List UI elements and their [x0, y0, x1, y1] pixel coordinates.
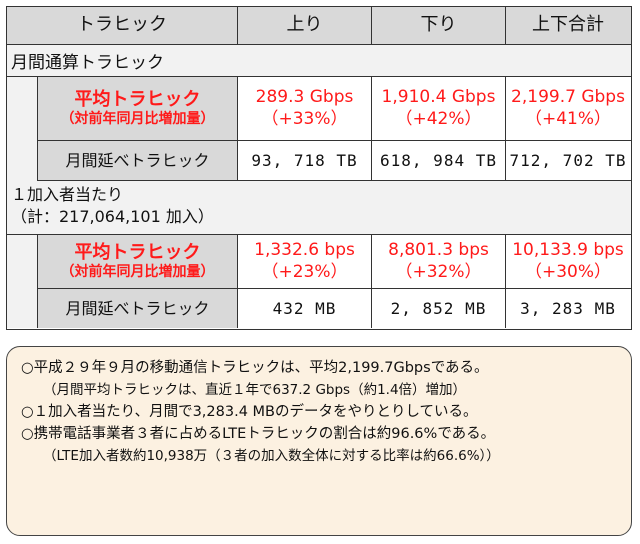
- section-monthly-title: 月間通算トラヒック: [7, 45, 631, 77]
- avg-total-growth: （+41%）: [524, 108, 612, 129]
- note-line: ○携帯電話事業者３者に占めるLTEトラヒックの割合は約96.6%である。: [21, 426, 496, 442]
- section-per-sub-title: １加入者当たり （計：217,064,101 加入）: [7, 181, 631, 235]
- avg-label-cell: 平均トラヒック （対前年同月比増加量）: [37, 77, 237, 140]
- avg-label-sub: （対前年同月比増加量）: [60, 264, 215, 280]
- avg-up-growth: （+33%）: [261, 108, 348, 129]
- volume-up: 432 MB: [237, 289, 371, 328]
- avg-up-cell: 289.3 Gbps （+33%）: [237, 77, 371, 140]
- avg-label-main: 平均トラヒック: [74, 88, 201, 110]
- avg-label-cell: 平均トラヒック （対前年同月比増加量）: [37, 235, 237, 288]
- avg-total-value: 10,133.9 bps: [512, 240, 624, 261]
- section-per-sub-line1: １加入者当たり: [11, 185, 124, 204]
- note-line: （LTE加入者数約10,938万（３者の加入数全体に対する比率は約66.6%））: [43, 448, 500, 464]
- header-down: 下り: [371, 7, 505, 44]
- avg-up-value: 289.3 Gbps: [255, 87, 354, 108]
- avg-label-main: 平均トラヒック: [74, 241, 201, 263]
- volume-label: 月間延べトラヒック: [37, 141, 237, 180]
- header-total: 上下合計: [505, 7, 630, 44]
- avg-up-value: 1,332.6 bps: [254, 240, 355, 261]
- header-up: 上り: [237, 7, 371, 44]
- avg-down-value: 8,801.3 bps: [388, 240, 489, 261]
- table-row-monthly-volume: 月間延べトラヒック 93, 718 TB 618, 984 TB 712, 70…: [7, 141, 631, 181]
- avg-down-cell: 8,801.3 bps （+32%）: [371, 235, 505, 288]
- avg-up-cell: 1,332.6 bps （+23%）: [237, 235, 371, 288]
- section-monthly-label: 月間通算トラヒック: [11, 53, 164, 73]
- avg-up-growth: （+23%）: [261, 261, 348, 282]
- avg-total-growth: （+30%）: [524, 261, 611, 282]
- table-header: トラヒック 上り 下り 上下合計: [7, 7, 631, 45]
- avg-down-cell: 1,910.4 Gbps （+42%）: [371, 77, 505, 140]
- note-line: （月間平均トラヒックは、直近１年で637.2 Gbps（約1.4倍）増加）: [43, 382, 467, 398]
- traffic-table: トラヒック 上り 下り 上下合計 月間通算トラヒック 平均トラヒック （対前年同…: [6, 6, 632, 330]
- section-per-sub-line2: （計：217,064,101 加入）: [11, 207, 214, 227]
- note-line: ○平成２９年９月の移動通信トラヒックは、平均2,199.7Gbpsである。: [21, 360, 489, 376]
- avg-total-cell: 2,199.7 Gbps （+41%）: [505, 77, 630, 140]
- volume-down: 618, 984 TB: [371, 141, 505, 180]
- avg-label-sub: （対前年同月比増加量）: [60, 111, 215, 127]
- avg-total-value: 2,199.7 Gbps: [511, 87, 625, 108]
- avg-down-value: 1,910.4 Gbps: [381, 87, 496, 108]
- volume-total: 712, 702 TB: [505, 141, 630, 180]
- table-row-per-sub-volume: 月間延べトラヒック 432 MB 2, 852 MB 3, 283 MB: [7, 289, 631, 328]
- note-line: ○１加入者当たり、月間で3,283.4 MBのデータをやりとりしている。: [21, 404, 478, 420]
- volume-down: 2, 852 MB: [371, 289, 505, 328]
- notes-box: ○平成２９年９月の移動通信トラヒックは、平均2,199.7Gbpsである。 （月…: [6, 346, 632, 536]
- table-row-per-sub-avg: 平均トラヒック （対前年同月比増加量） 1,332.6 bps （+23%） 8…: [7, 235, 631, 289]
- avg-down-growth: （+42%）: [395, 108, 482, 129]
- volume-up: 93, 718 TB: [237, 141, 371, 180]
- volume-label: 月間延べトラヒック: [37, 289, 237, 328]
- volume-total: 3, 283 MB: [505, 289, 630, 328]
- avg-down-growth: （+32%）: [395, 261, 482, 282]
- avg-total-cell: 10,133.9 bps （+30%）: [505, 235, 630, 288]
- header-traffic: トラヒック: [77, 14, 167, 36]
- table-row-monthly-avg: 平均トラヒック （対前年同月比増加量） 289.3 Gbps （+33%） 1,…: [7, 77, 631, 141]
